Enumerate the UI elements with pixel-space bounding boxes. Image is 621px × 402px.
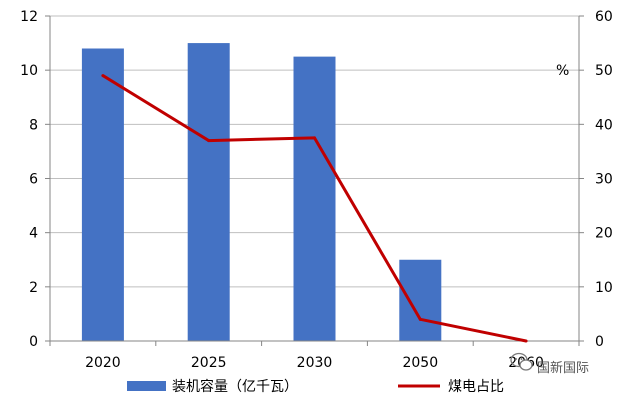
y-left-tick-label: 12 [20, 9, 38, 25]
wechat-icon [510, 352, 533, 371]
watermark: 国新国际 [510, 352, 589, 376]
watermark-text: 国新国际 [537, 360, 589, 376]
line-point [524, 339, 528, 343]
bar [187, 43, 230, 341]
bar [293, 56, 336, 341]
line-point [313, 136, 316, 140]
y-left-tick-label: 6 [29, 172, 38, 188]
line-point [207, 139, 211, 143]
y-left-tick-label: 4 [29, 226, 38, 242]
bar [81, 48, 124, 341]
bar [399, 259, 442, 341]
legend-bar-swatch [127, 381, 166, 391]
y-right-tick-label: 10 [595, 280, 613, 296]
line-point [101, 74, 105, 78]
y-left-tick-label: 8 [29, 117, 38, 133]
legend: 装机容量（亿千瓦） 煤电占比 [127, 378, 504, 395]
y-left-tick-label: 2 [29, 280, 38, 296]
legend-bar-label: 装机容量（亿千瓦） [172, 378, 298, 395]
y-right-tick-label: 40 [595, 117, 613, 133]
y-right-tick-label: 50 [595, 63, 613, 79]
x-tick-label: 2025 [191, 355, 227, 371]
y-right-tick-label: 30 [595, 172, 613, 188]
line-point [418, 317, 422, 321]
y-right-tick-label: 0 [595, 334, 604, 350]
x-tick-label: 2050 [402, 355, 438, 371]
x-tick-label: 2020 [85, 355, 121, 371]
right-axis-unit: % [556, 63, 569, 79]
y-left-tick-label: 10 [20, 63, 38, 79]
y-left-tick-label: 0 [29, 334, 38, 350]
legend-line-label: 煤电占比 [448, 379, 504, 395]
axes [45, 15, 584, 346]
bar-series [81, 43, 442, 341]
line-series [101, 74, 528, 343]
x-tick-label: 2030 [297, 355, 333, 371]
y-right-tick-label: 60 [595, 9, 613, 25]
y-right-tick-label: 20 [595, 226, 613, 242]
